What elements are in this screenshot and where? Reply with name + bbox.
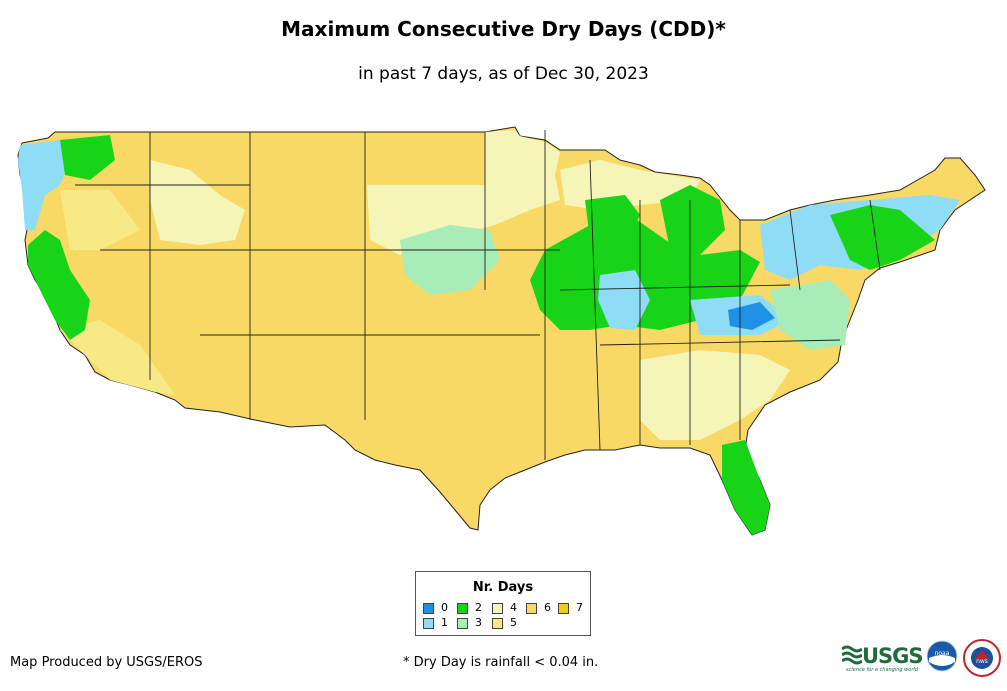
region-days-1-indiana: [598, 270, 650, 330]
dry-day-footnote: * Dry Day is rainfall < 0.04 in.: [403, 655, 599, 670]
legend-label-7: 7: [576, 601, 583, 614]
region-days-4-idaho: [150, 160, 245, 245]
legend-swatch-1: [423, 618, 434, 629]
legend-label-5: 5: [510, 616, 517, 629]
legend-label-6: 6: [544, 601, 551, 614]
region-days-2-florida: [722, 440, 770, 535]
map-legend: Nr. Days 0 1 2 3 4 5 6 7: [415, 571, 591, 636]
legend-swatch-0: [423, 603, 434, 614]
region-days-1-washington: [18, 140, 70, 230]
legend-swatch-7: [558, 603, 569, 614]
legend-label-3: 3: [475, 616, 482, 629]
region-days-2-washington: [60, 135, 115, 180]
map-title: Maximum Consecutive Dry Days (CDD)*: [281, 17, 726, 41]
legend-swatch-5: [492, 618, 503, 629]
region-days-2-northeast: [830, 205, 935, 270]
legend-label-4: 4: [510, 601, 517, 614]
usgs-logo-mark: [842, 645, 862, 665]
region-days-2-michigan: [660, 185, 725, 255]
region-days-2-wisconsin: [585, 195, 640, 245]
legend-title: Nr. Days: [472, 580, 534, 595]
region-days-3-plains-patch: [400, 225, 500, 295]
map-subtitle: in past 7 days, as of Dec 30, 2023: [358, 64, 649, 84]
legend-swatch-3: [457, 618, 468, 629]
legend-swatch-6: [526, 603, 537, 614]
legend-swatch-2: [457, 603, 468, 614]
map-credit: Map Produced by USGS/EROS: [10, 655, 203, 670]
nws-logo-text: nws: [976, 658, 988, 665]
region-days-4-plains: [367, 130, 560, 255]
legend-label-1: 1: [441, 616, 448, 629]
region-days-5-oregon: [60, 190, 140, 250]
region-days-5-socal: [60, 320, 175, 395]
noaa-logo-text: noaa: [935, 650, 950, 657]
usgs-logo-text: USGS: [862, 644, 924, 668]
cdd-regions: [18, 130, 960, 535]
region-days-5-south: [640, 350, 790, 440]
legend-label-0: 0: [441, 601, 448, 614]
legend-label-2: 2: [475, 601, 482, 614]
usgs-tagline: science for a changing world: [846, 667, 918, 673]
state-borders: [75, 130, 881, 460]
legend-swatch-4: [492, 603, 503, 614]
nws-logo: nws: [963, 639, 1001, 677]
region-days-3-mid-atlantic: [770, 280, 850, 350]
region-days-2-california: [28, 230, 90, 340]
noaa-logo: noaa: [926, 640, 958, 672]
us-cdd-map: [17, 126, 986, 536]
